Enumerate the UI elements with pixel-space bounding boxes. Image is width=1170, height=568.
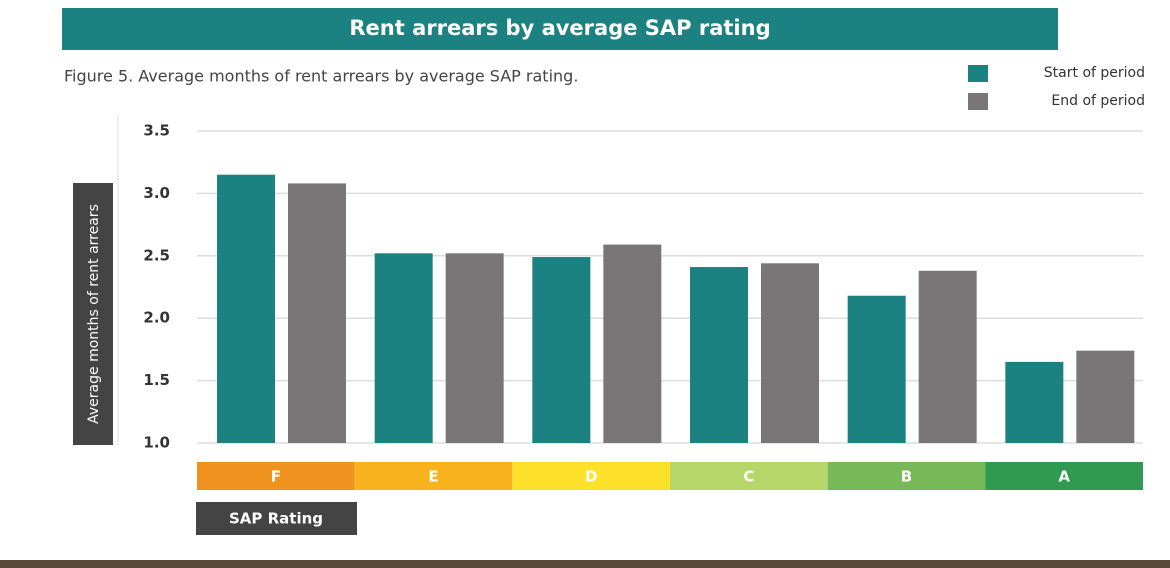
chart-title: Rent arrears by average SAP rating: [349, 16, 770, 40]
legend-swatch: [968, 93, 988, 110]
x-tick-label: E: [428, 468, 438, 486]
bar: [1005, 361, 1064, 443]
y-tick-label: 2.5: [143, 246, 170, 264]
x-tick-label: B: [901, 468, 912, 486]
x-axis-label: SAP Rating: [229, 510, 323, 528]
x-tick-label: A: [1058, 468, 1070, 486]
bar: [690, 267, 748, 443]
legend-label: End of period: [1051, 93, 1145, 109]
category-band: [670, 462, 828, 490]
title-banner: [62, 8, 1058, 50]
bar: [847, 295, 906, 443]
category-band: [827, 462, 986, 490]
x-tick-label: D: [585, 468, 597, 486]
bar: [1076, 350, 1135, 443]
bar: [217, 174, 275, 443]
y-tick-label: 1.0: [143, 434, 170, 452]
bar: [603, 244, 662, 443]
bottom-strip: [0, 560, 1170, 568]
category-band: [985, 462, 1143, 490]
x-tick-label: C: [743, 468, 754, 486]
category-band: [512, 462, 670, 490]
bar: [532, 257, 591, 443]
bar: [918, 270, 977, 443]
bar: [288, 183, 346, 443]
x-tick-label: F: [271, 468, 281, 486]
category-band: [197, 462, 355, 490]
y-tick-label: 1.5: [143, 371, 170, 389]
bar: [445, 253, 504, 443]
x-label-box: [196, 502, 357, 535]
legend-label: Start of period: [1044, 65, 1145, 81]
bar: [761, 263, 819, 443]
legend-swatch: [968, 65, 988, 82]
y-tick-label: 3.5: [143, 122, 170, 140]
chart-subtitle: Figure 5. Average months of rent arrears…: [64, 67, 578, 86]
category-band: [354, 462, 513, 490]
y-tick-label: 3.0: [143, 184, 170, 202]
y-axis-label: Average months of rent arrears: [86, 204, 102, 424]
y-tick-label: 2.0: [143, 309, 170, 327]
y-label-box: [73, 183, 113, 445]
bar: [374, 253, 433, 443]
